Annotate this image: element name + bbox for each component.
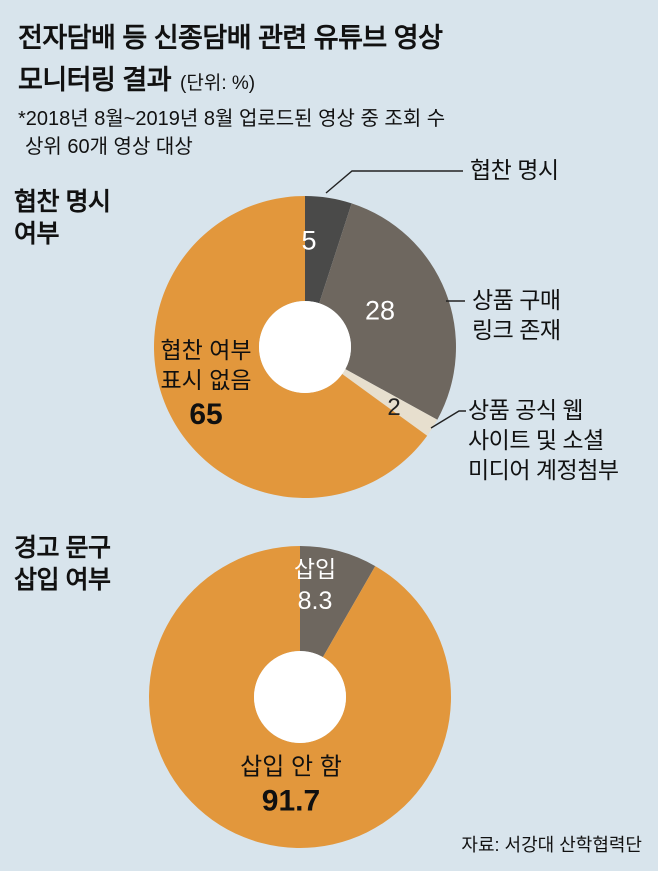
- donut-hole-1: [259, 301, 351, 393]
- chart2-orange-label-block: 삽입 안 함 91.7: [240, 752, 342, 821]
- donut-segment-0: [305, 196, 352, 304]
- donut-segment-3: [153, 196, 428, 499]
- chart1-section-label-line1: 협찬 명시: [14, 188, 111, 216]
- chart2-section-label: 경고 문구 삽입 여부: [14, 532, 111, 596]
- donut-segment-2: [342, 369, 438, 436]
- chart1-value-gray: 28: [364, 295, 396, 326]
- chart2-section-label-line2: 삽입 여부: [14, 566, 111, 594]
- callout-sponsor-stated: 협찬 명시: [470, 157, 559, 183]
- callout-official-site-line2: 사이트 및 소셜: [468, 426, 604, 453]
- leader-line-official-site: [430, 410, 466, 429]
- chart1-section-label-line2: 여부: [14, 220, 60, 248]
- donut-segment-0: [300, 546, 376, 658]
- donut-hole-2: [254, 651, 346, 743]
- donut-segment-1: [319, 203, 456, 420]
- chart1-value-dark: 5: [301, 225, 317, 256]
- chart1-orange-label-line1: 협찬 여부: [160, 336, 252, 363]
- chart2-gray-label: 삽입: [293, 555, 337, 582]
- chart2-gray-label-block: 삽입 8.3: [294, 555, 336, 617]
- callout-official-site: 상품 공식 웹 사이트 및 소셜 미디어 계정첨부: [468, 396, 619, 486]
- donut-segment-1: [149, 546, 451, 849]
- chart2-section-label-line1: 경고 문구: [14, 534, 111, 562]
- donut-chart-warning: [149, 546, 451, 849]
- page-title-row: 모니터링 결과 (단위: %): [18, 58, 255, 97]
- page-title-line1: 전자담배 등 신종담배 관련 유튜브 영상: [18, 23, 443, 53]
- chart1-orange-value: 65: [189, 397, 223, 431]
- chart1-value-beige: 2: [387, 394, 401, 421]
- chart2-orange-value: 91.7: [261, 784, 321, 818]
- callout-official-site-line3: 미디어 계정첨부: [468, 456, 619, 483]
- unit-note: (단위: %): [180, 73, 256, 94]
- chart1-orange-label-line2: 표시 없음: [160, 367, 252, 394]
- chart1-orange-label: 협찬 여부 표시 없음 65: [160, 335, 251, 433]
- callout-purchase-link: 상품 구매 링크 존재: [472, 286, 561, 346]
- subtitle-line2: 상위 60개 영상 대상: [25, 136, 193, 158]
- callout-purchase-link-line2: 링크 존재: [472, 316, 561, 343]
- chart2-orange-label: 삽입 안 함: [240, 753, 342, 781]
- chart1-section-label: 협찬 명시 여부: [14, 186, 111, 250]
- callout-official-site-line1: 상품 공식 웹: [468, 397, 584, 423]
- source-credit: 자료: 서강대 산학협력단: [461, 835, 642, 855]
- page-title-line2: 모니터링 결과: [18, 65, 172, 95]
- subtitle-line1: *2018년 8월~2019년 8월 업로드된 영상 중 조회 수: [18, 108, 446, 130]
- donut-chart-sponsorship: [153, 196, 456, 499]
- callout-purchase-link-line1: 상품 구매: [472, 287, 561, 313]
- chart2-gray-value: 8.3: [297, 586, 333, 615]
- leader-line-sponsor-stated: [325, 170, 463, 194]
